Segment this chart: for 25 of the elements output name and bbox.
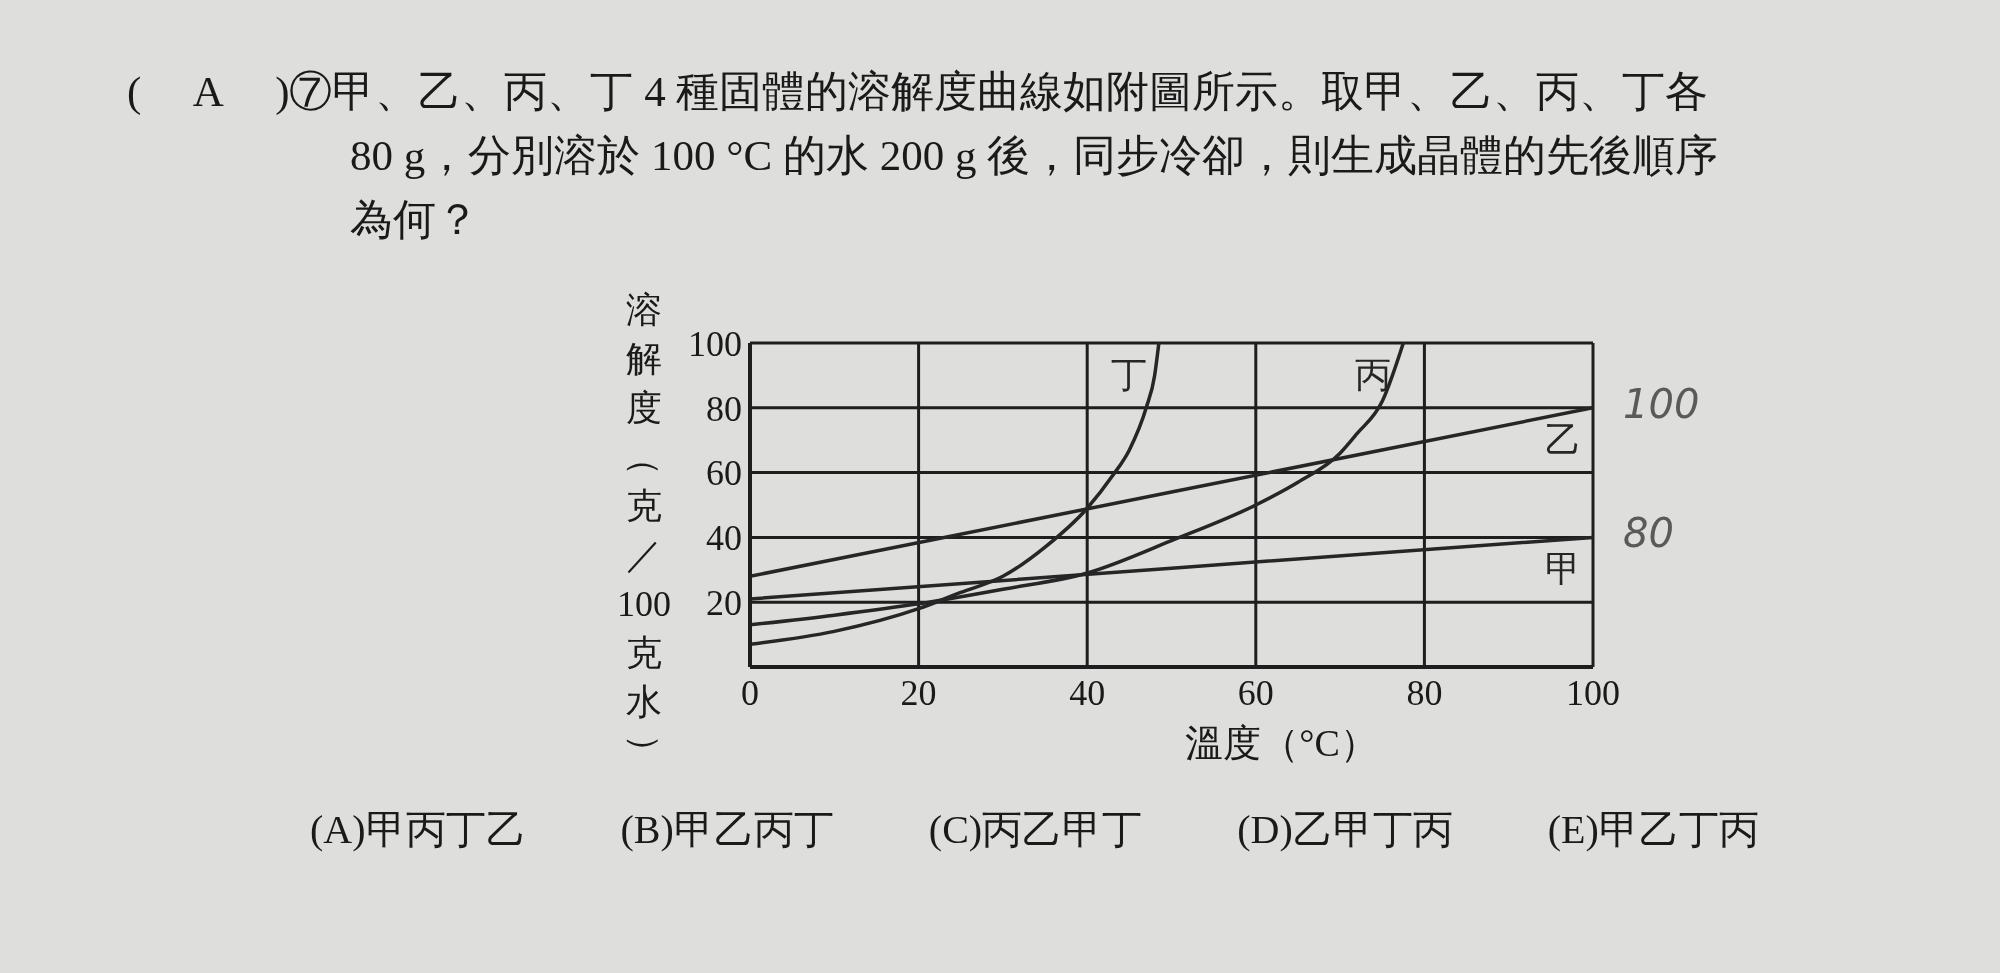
x-tick-label: 60 [1237,672,1274,713]
x-tick-label: 0 [741,672,759,713]
y-tick-label: 20 [706,582,742,623]
x-tick-label: 80 [1406,672,1443,713]
y-tick-label: 60 [706,453,742,494]
annotation: 100 [1623,380,1700,427]
x-axis-title: 溫度（°C） [1185,722,1378,764]
text: 溶解度（克／100克水） [617,290,671,770]
x-tick-label: 100 [1566,672,1620,713]
chart-title: ( A )⑦甲、乙、丙、丁 4 種固體的溶解度曲線如附圖所示。取甲、乙、丙、丁各 80 g，分別溶於 100 °C 的水 200 g 後，同步冷卻，則生成晶體的先後順序為何？ [127,67,1720,245]
y-tick-label: 80 [706,388,742,429]
text: (B)甲乙丙丁 [620,806,834,854]
series-label: 乙 [1545,419,1581,460]
text: (D)乙甲丁丙 [1237,806,1453,854]
y-tick-label: 100 [688,323,742,364]
text: (C)丙乙甲丁 [928,806,1143,854]
text: (A)甲丙丁乙 [310,806,526,854]
series-label: 丙 [1355,355,1392,395]
series-label: 甲 [1545,549,1581,590]
series-label: 丁 [1110,355,1147,395]
x-tick-label: 40 [1069,672,1106,713]
y-tick-label: 40 [706,518,742,559]
annotation: 80 [1623,510,1674,557]
text: (E)甲乙丁丙 [1547,806,1759,854]
x-tick-label: 20 [900,672,937,713]
